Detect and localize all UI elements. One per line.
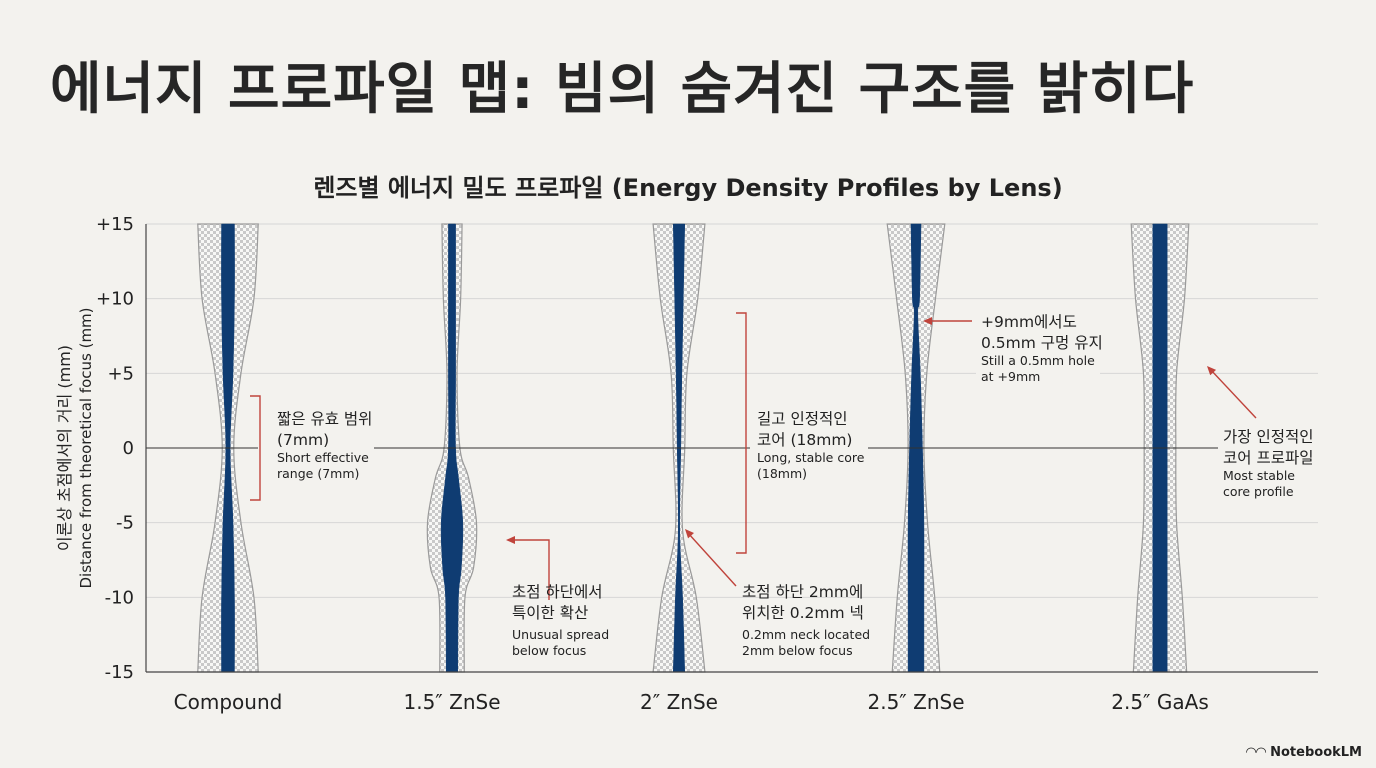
y-axis-label-ko: 이론상 초점에서의 거리 (mm) — [55, 345, 74, 551]
annotation-bg — [258, 400, 374, 486]
annotation-ko: 가장 인정적인 — [1223, 428, 1314, 446]
annotation-en: Unusual spread — [512, 627, 609, 642]
x-tick-label: 1.5″ ZnSe — [403, 690, 500, 714]
y-tick-label: +15 — [96, 214, 134, 235]
arrow-line — [687, 532, 737, 587]
annotation-bg — [1218, 420, 1318, 506]
y-tick-label: -5 — [116, 513, 134, 534]
annotation-ko: +9mm에서도 — [981, 313, 1077, 331]
x-tick-label: 2.5″ ZnSe — [867, 690, 964, 714]
arrow-head — [1207, 366, 1217, 376]
bracket — [250, 395, 261, 501]
annotation-ko: 0.5mm 구멍 유지 — [981, 334, 1103, 352]
page-title: 에너지 프로파일 맵: 빔의 숨겨진 구조를 밝히다 — [50, 57, 1195, 122]
annotation-en: at +9mm — [981, 369, 1040, 384]
annotation-en: Long, stable core — [757, 450, 865, 465]
annotation-en: (18mm) — [757, 466, 807, 481]
annotation-bg — [750, 404, 868, 492]
y-axis-label-en: Distance from theoretical focus (mm) — [77, 307, 95, 588]
y-tick-label: -10 — [105, 587, 134, 608]
annotation-ko: 코어 프로파일 — [1223, 449, 1314, 467]
annotation-ko: 코어 (18mm) — [757, 431, 852, 449]
chart-title: 렌즈별 에너지 밀도 프로파일 (Energy Density Profiles… — [313, 174, 1063, 202]
y-tick-label: +5 — [107, 363, 134, 384]
arrow-head — [685, 529, 694, 539]
bracket — [736, 312, 747, 554]
brand-label: NotebookLM — [1270, 745, 1362, 760]
x-tick-label: 2″ ZnSe — [640, 690, 718, 714]
arrow-head — [506, 536, 515, 544]
annotation-en: Short effective — [277, 450, 369, 465]
arrow-head — [923, 317, 932, 325]
annotation-ko: 초점 하단에서 — [512, 583, 603, 601]
brand-logo: ◠◠ NotebookLM — [1246, 745, 1362, 760]
annotation-ko: 길고 인정적인 — [757, 410, 848, 428]
notebooklm-icon: ◠◠ — [1246, 745, 1267, 760]
y-tick-label: 0 — [123, 438, 134, 459]
annotation-ko: 초점 하단 2mm에 — [742, 583, 863, 601]
annotation-en: Still a 0.5mm hole — [981, 353, 1095, 368]
annotation-ko: 위치한 0.2mm 넥 — [742, 604, 864, 622]
y-tick-label: +10 — [96, 289, 134, 310]
arrow-line — [510, 539, 550, 600]
annotation-bg — [976, 306, 1100, 386]
x-tick-label: 2.5″ GaAs — [1111, 690, 1209, 714]
x-tick-label: Compound — [174, 690, 283, 714]
arrow-line — [1209, 368, 1257, 419]
annotation-en: 0.2mm neck located — [742, 627, 870, 642]
annotation-ko: 짧은 유효 범위 — [277, 410, 372, 428]
annotation-ko: (7mm) — [277, 431, 329, 449]
annotation-en: Most stable — [1223, 468, 1295, 483]
annotation-en: below focus — [512, 643, 586, 658]
annotation-ko: 특이한 확산 — [512, 604, 588, 622]
annotation-en: 2mm below focus — [742, 643, 853, 658]
y-tick-label: -15 — [105, 662, 134, 683]
annotation-en: core profile — [1223, 484, 1294, 499]
annotation-en: range (7mm) — [277, 466, 359, 481]
y-axis-label: 이론상 초점에서의 거리 (mm) Distance from theoretic… — [55, 307, 95, 588]
